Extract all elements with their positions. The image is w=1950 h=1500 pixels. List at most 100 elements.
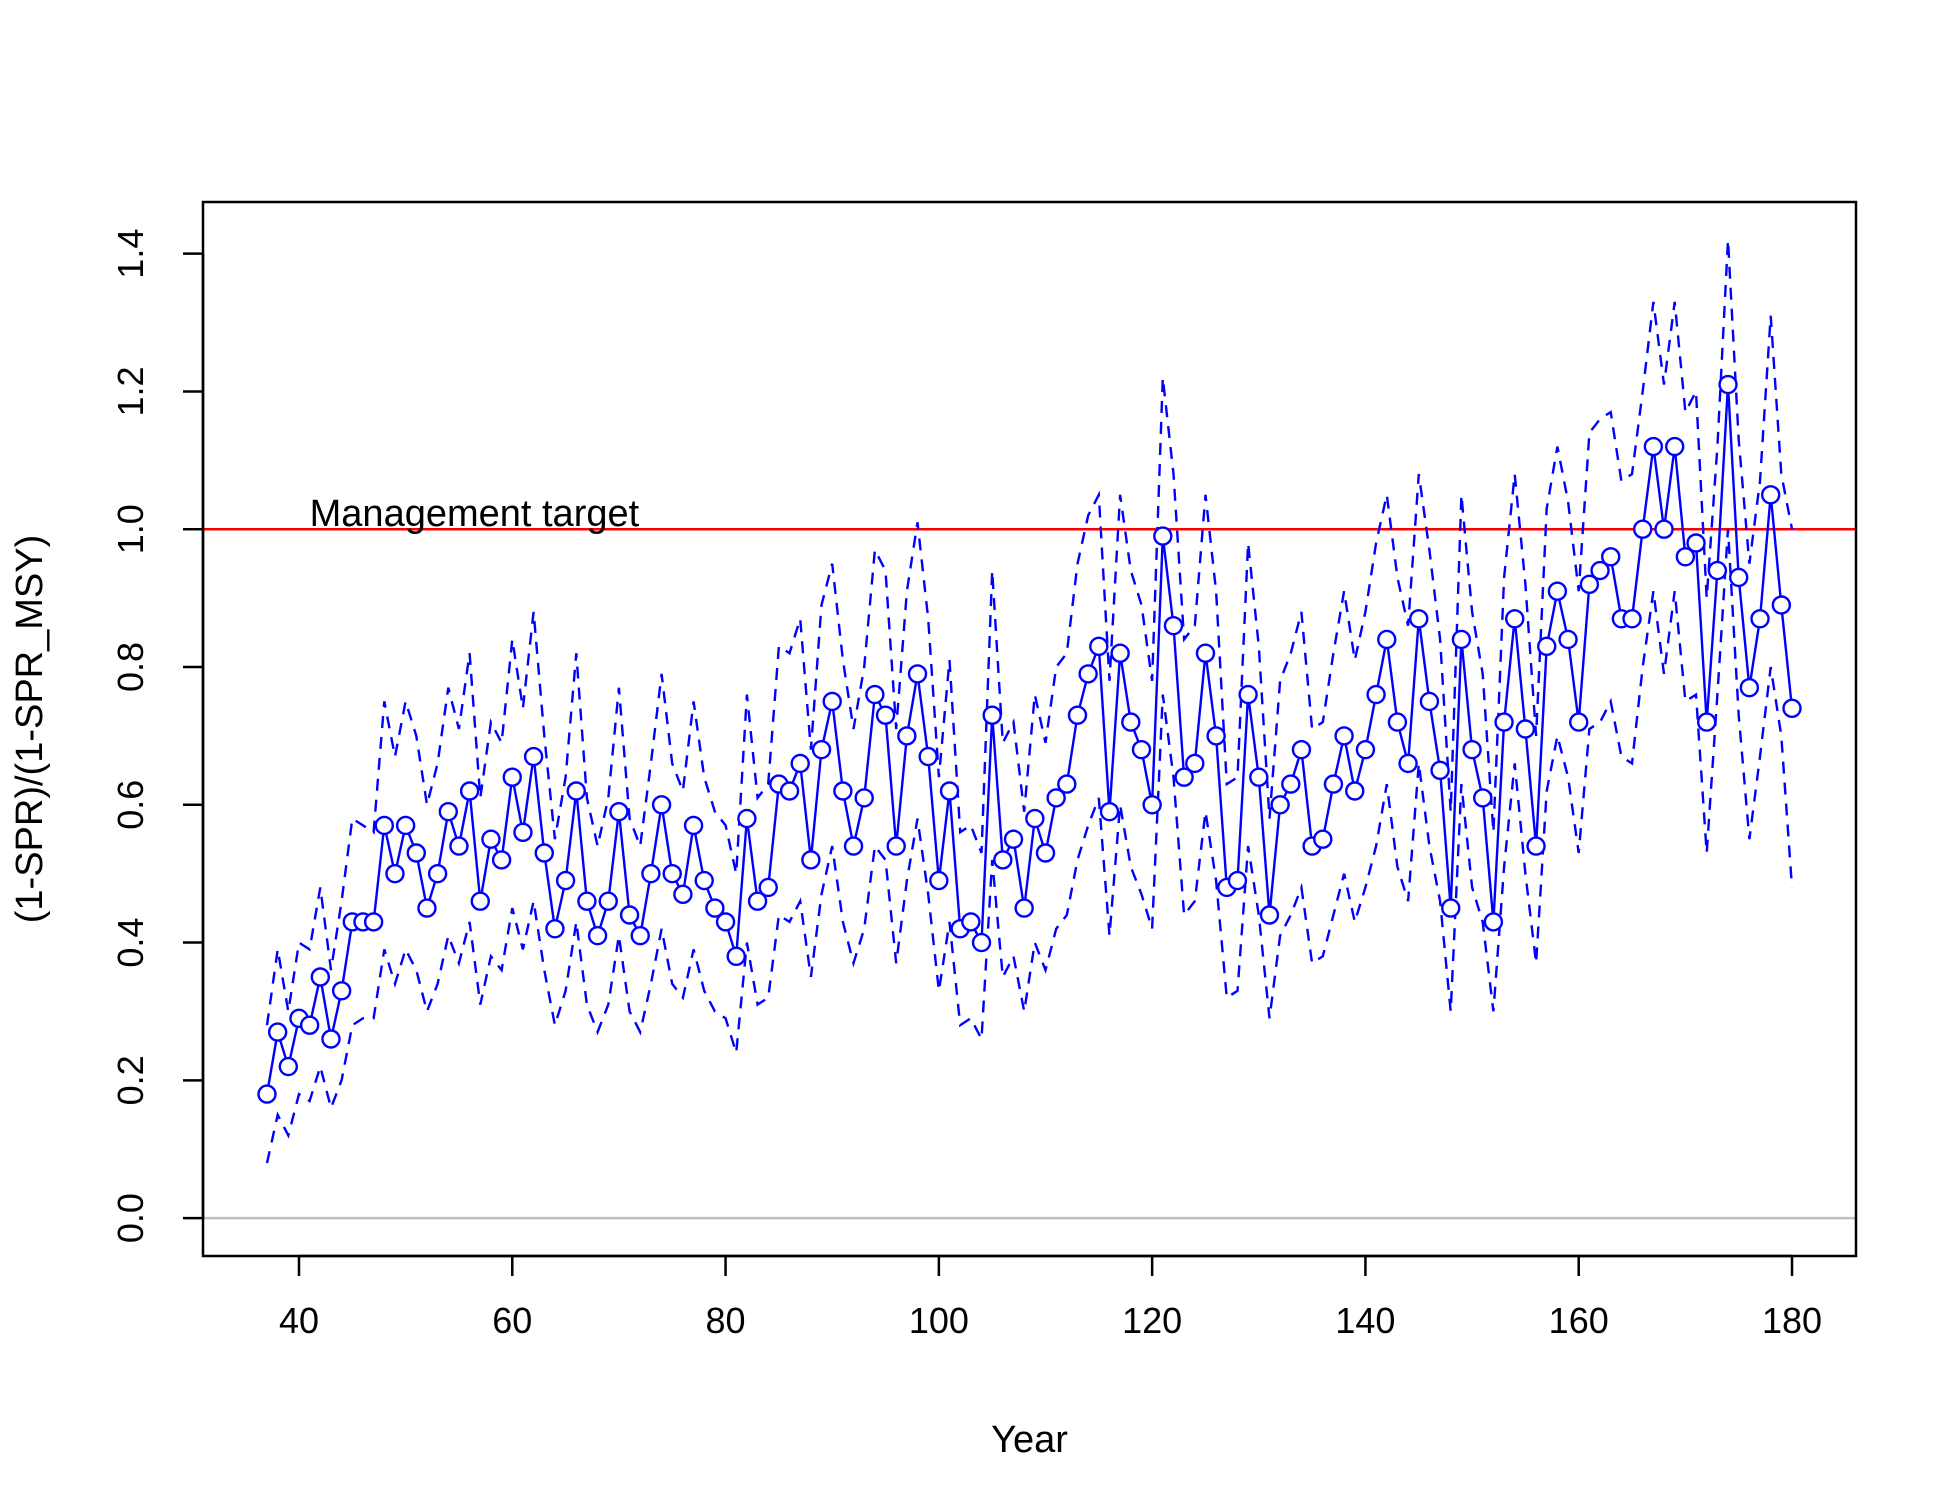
estimate-point: [545, 919, 565, 939]
y-tick-label: 1.4: [110, 229, 151, 279]
estimate-point: [1377, 629, 1397, 650]
estimate-point: [811, 739, 832, 760]
lower-line: [265, 529, 1794, 1164]
estimate-point: [1707, 560, 1728, 581]
y-tick-label: 1.0: [110, 504, 151, 554]
estimate-point: [1366, 684, 1386, 705]
reference-lines: [203, 527, 1856, 1220]
estimate-point: [523, 746, 544, 767]
estimate-point: [566, 781, 586, 801]
estimate-point: [1067, 705, 1088, 725]
x-tick-label: 100: [909, 1300, 969, 1341]
estimate-point: [1099, 801, 1120, 822]
estimate-point: [1654, 519, 1674, 539]
estimate-point: [1206, 726, 1226, 746]
estimate-point: [598, 891, 618, 911]
estimate-point: [331, 981, 352, 1001]
estimate-point: [267, 1022, 288, 1042]
estimate-point: [1195, 643, 1216, 663]
estimate-point: [1601, 547, 1621, 567]
estimate-point: [918, 746, 938, 767]
estimate-point: [726, 946, 746, 967]
estimate-point: [417, 898, 437, 918]
x-tick-label: 80: [706, 1300, 746, 1341]
estimate-point: [1345, 781, 1365, 801]
estimate-point: [929, 870, 949, 891]
y-axis-label: (1-SPR)/(1-SPR_MSY): [9, 535, 51, 924]
estimate-point: [1014, 898, 1034, 918]
x-tick-label: 180: [1762, 1300, 1822, 1341]
estimate-point: [1696, 712, 1717, 732]
estimate-point: [737, 808, 757, 829]
estimate-point: [609, 801, 629, 822]
estimate-point: [1227, 870, 1248, 891]
estimate-point: [1590, 560, 1610, 581]
estimate-point: [1633, 519, 1653, 539]
estimate-point: [1643, 436, 1664, 457]
estimate-point: [1558, 629, 1578, 650]
estimate-point: [1409, 609, 1429, 629]
estimate-point: [1483, 912, 1504, 932]
x-axis-label: Year: [991, 1419, 1068, 1461]
estimate-point: [833, 781, 853, 801]
estimate-point: [321, 1029, 341, 1049]
estimate-point: [470, 891, 490, 911]
estimate-point: [1110, 643, 1130, 663]
estimate-point: [971, 932, 992, 953]
y-axis: 0.0 0.2 0.4 0.6 0.8 1.0 1.2 1.4: [110, 229, 205, 1243]
estimate-point: [481, 829, 501, 849]
estimate-point: [1398, 753, 1418, 774]
estimate-point: [1057, 774, 1077, 794]
estimate-point: [1131, 739, 1152, 760]
estimate-point: [875, 705, 896, 725]
estimate-point: [982, 705, 1002, 725]
estimate-point: [406, 843, 426, 863]
estimate-point: [1291, 739, 1312, 760]
estimate-point: [1334, 726, 1354, 746]
estimate-point: [555, 870, 576, 891]
estimate-point: [1003, 829, 1024, 849]
estimate-point: [587, 925, 608, 946]
x-tick-label: 140: [1335, 1300, 1395, 1341]
estimate-point: [1153, 526, 1173, 546]
estimate-point: [1771, 595, 1792, 615]
estimate-point: [822, 691, 842, 712]
estimate-point: [1259, 905, 1280, 925]
estimate-point: [1451, 629, 1472, 650]
estimate-point: [534, 843, 554, 863]
estimate-point: [395, 815, 416, 836]
estimate-point: [939, 781, 960, 801]
x-tick-label: 120: [1122, 1300, 1182, 1341]
estimate-point: [715, 912, 736, 932]
estimate-point: [1515, 719, 1536, 739]
estimate-point: [427, 863, 448, 884]
estimate-point: [1494, 712, 1514, 732]
estimate-point: [673, 884, 693, 905]
estimate-point: [1537, 636, 1557, 657]
estimate-point: [1046, 788, 1066, 808]
estimate-point: [1249, 767, 1269, 787]
estimate-point: [630, 925, 650, 946]
estimate-point: [1078, 664, 1098, 684]
estimate-point: [1579, 574, 1600, 595]
estimate-point: [747, 891, 768, 911]
estimate-point: [758, 877, 778, 898]
estimate-point: [897, 726, 917, 746]
estimate-point: [1569, 712, 1589, 732]
estimate-point: [1547, 581, 1568, 601]
estimate-point: [854, 788, 874, 808]
estimate-point: [1675, 547, 1696, 567]
estimate-point: [1441, 898, 1461, 918]
estimate-point: [491, 850, 512, 870]
estimate-point: [1121, 712, 1141, 732]
estimate-series: [257, 374, 1802, 1104]
management-target-label: Management target: [310, 493, 640, 535]
estimate-point: [363, 912, 384, 932]
x-axis: 40 60 80 100 120 140 160 180: [279, 1254, 1822, 1341]
y-tick-label: 0.4: [110, 918, 151, 968]
estimate-point: [1526, 836, 1546, 856]
estimate-point: [1462, 739, 1482, 760]
x-tick-label: 60: [492, 1300, 532, 1341]
estimate-point: [310, 967, 331, 987]
